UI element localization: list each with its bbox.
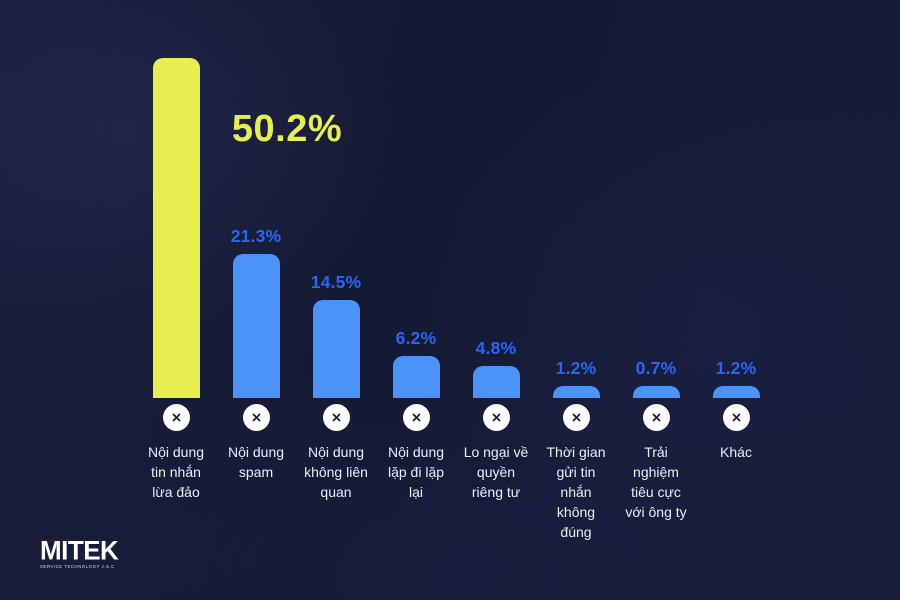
bar-value-label: 4.8% — [475, 338, 517, 358]
close-button — [642, 404, 670, 431]
close-button — [242, 404, 270, 431]
bar — [232, 254, 280, 398]
close-icon — [572, 413, 580, 422]
close-button — [322, 404, 350, 431]
logo-tagline: SERVICE TECHNOLOGY J.S.C — [40, 564, 115, 569]
bar-value-label: 0.7% — [635, 358, 677, 378]
close-button — [722, 404, 750, 431]
close-icon — [732, 413, 740, 422]
bar-column: 1.2% Thời gian gửi tin nhắn không đúng — [532, 0, 620, 600]
bar-value-label: 6.2% — [395, 328, 437, 348]
bar-column: 4.8% Lo ngại về quyền riêng tư — [452, 0, 540, 600]
bar-category-label: Thời gian gửi tin nhắn không đúng — [546, 444, 606, 540]
close-icon — [252, 413, 260, 422]
bar-column: 6.2% Nội dung lặp đi lặp lại — [372, 0, 460, 600]
bar-category-label: Khác — [720, 444, 752, 460]
close-button — [482, 404, 510, 431]
bar-category-label: Trải nghiệm tiêu cực với ông ty — [625, 444, 687, 520]
bar — [392, 356, 440, 398]
logo-wordmark: MITEK — [40, 535, 119, 567]
bar-column: 21.3% Nội dung spam — [212, 0, 300, 600]
bar-column: 0.7% Trải nghiệm tiêu cực với ông ty — [612, 0, 700, 600]
bar — [152, 58, 200, 398]
mitek-logo: MITEK SERVICE TECHNOLOGY J.S.C — [40, 535, 119, 569]
bar-value-label: 1.2% — [715, 358, 757, 378]
bar — [632, 386, 680, 398]
bar — [312, 300, 360, 398]
bar-column: 1.2% Khác — [692, 0, 780, 600]
bar-category-label: Nội dung không liên quan — [304, 444, 368, 500]
bar-value-label: 14.5% — [310, 272, 362, 292]
bar — [472, 366, 520, 398]
bar-column: Nội dung tin nhắn lừa đảo — [132, 0, 220, 600]
close-icon — [412, 413, 420, 422]
bar-column: 14.5% Nội dung không liên quan — [292, 0, 380, 600]
bar-value-label: 1.2% — [555, 358, 597, 378]
close-button — [402, 404, 430, 431]
bar-category-label: Nội dung spam — [227, 444, 285, 480]
bar-category-label: Lo ngại về quyền riêng tư — [463, 444, 529, 500]
close-icon — [332, 413, 340, 422]
bar-category-label: Nội dung tin nhắn lừa đảo — [147, 444, 205, 500]
close-icon — [492, 413, 500, 422]
close-button — [562, 404, 590, 431]
bar — [712, 386, 760, 398]
bar-value-label: 21.3% — [230, 226, 282, 246]
close-button — [162, 404, 190, 431]
close-icon — [652, 413, 660, 422]
close-icon — [172, 413, 180, 422]
bar-category-label: Nội dung lặp đi lặp lại — [387, 444, 445, 500]
highlight-value-label: 50.2% — [231, 108, 343, 150]
bar — [552, 386, 600, 398]
